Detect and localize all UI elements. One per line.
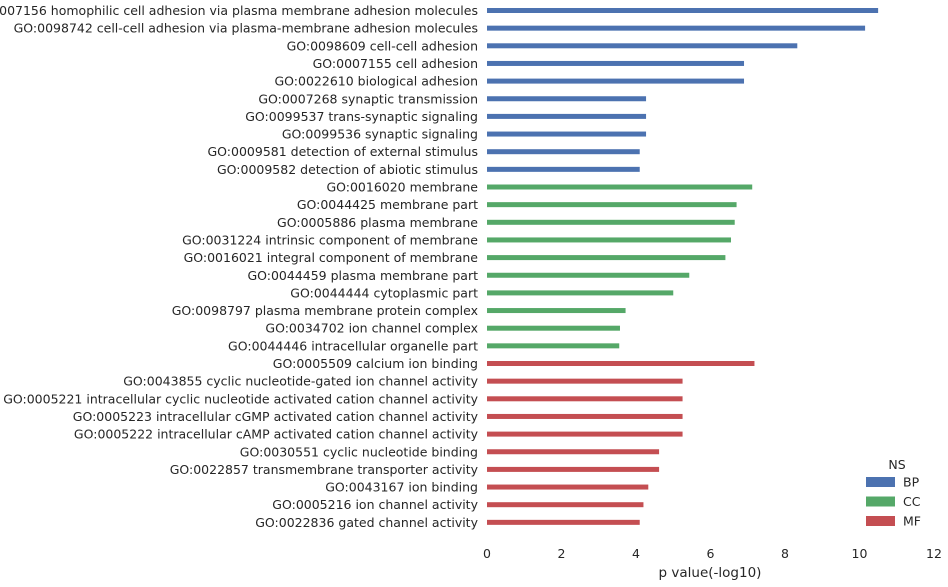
bar-bp	[487, 166, 640, 172]
legend: NS BP CC MF	[866, 457, 921, 529]
legend-swatch-bp	[866, 477, 895, 487]
legend-label-cc: CC	[903, 494, 921, 509]
legend-swatch-cc	[866, 496, 895, 507]
category-label: GO:0099537 trans-synaptic signaling	[245, 109, 478, 124]
category-label: GO:0005223 intracellular cGMP activated …	[73, 409, 479, 424]
x-tick-label: 0	[483, 546, 491, 561]
bar-bp	[487, 131, 647, 137]
legend-label-mf: MF	[903, 514, 921, 529]
category-label: GO:0005221 intracellular cyclic nucleoti…	[3, 391, 478, 406]
x-axis-ticks: 0 2 4 6 8 10 12	[483, 546, 942, 561]
category-label: GO:0016021 integral component of membran…	[184, 250, 479, 265]
legend-swatch-mf	[866, 516, 895, 526]
category-label: GO:0043855 cyclic nucleotide-gated ion c…	[123, 374, 478, 389]
category-label: GO:0005509 calcium ion binding	[273, 356, 478, 371]
bar-cc	[487, 255, 726, 261]
category-label: GO:0009581 detection of external stimulu…	[208, 144, 479, 159]
category-label: GO:0099536 synaptic signaling	[282, 127, 478, 142]
legend-label-bp: BP	[903, 475, 920, 490]
bar-mf	[487, 519, 640, 525]
bar-bp	[487, 149, 640, 155]
category-label: GO:0022836 gated channel activity	[255, 515, 478, 530]
category-label: GO:0034702 ion channel complex	[265, 321, 478, 336]
bar-cc	[487, 219, 735, 225]
category-label: GO:0043167 ion binding	[325, 480, 478, 495]
x-tick-label: 8	[781, 546, 789, 561]
x-axis-title: p value(-log10)	[659, 565, 762, 581]
category-label: GO:0030551 cyclic nucleotide binding	[240, 444, 478, 459]
category-label: GO:0044425 membrane part	[297, 197, 478, 212]
category-label: GO:0005886 plasma membrane	[277, 215, 478, 230]
bar-cc	[487, 202, 737, 208]
bar-mf	[487, 466, 660, 472]
bar-bp	[487, 78, 745, 84]
bar-mf	[487, 396, 683, 402]
bar-mf	[487, 502, 644, 508]
category-label: GO:0009582 detection of abiotic stimulus	[217, 162, 478, 177]
category-label: GO:0007268 synaptic transmission	[258, 91, 478, 106]
category-label: GO:0044459 plasma membrane part	[247, 268, 478, 283]
bar-cc	[487, 237, 731, 243]
bar-mf	[487, 431, 683, 437]
category-label: GO:0044446 intracellular organelle part	[228, 338, 478, 353]
bar-cc	[487, 308, 626, 314]
x-tick-label: 6	[707, 546, 715, 561]
bar-bp	[487, 43, 798, 49]
x-tick-label: 4	[632, 546, 640, 561]
category-label: GO:0044444 cytoplasmic part	[290, 285, 478, 300]
bar-mf	[487, 484, 649, 490]
bar-cc	[487, 343, 620, 349]
bar-mf	[487, 449, 660, 455]
bar-mf	[487, 361, 755, 366]
legend-title: NS	[888, 457, 905, 472]
bar-cc	[487, 272, 690, 278]
category-label: GO:0031224 intrinsic component of membra…	[182, 232, 478, 247]
x-tick-label: 2	[558, 546, 566, 561]
category-label: GO:0098609 cell-cell adhesion	[287, 38, 478, 53]
bar-bp	[487, 96, 647, 102]
bar-cc	[487, 184, 753, 190]
category-label: GO:0007156 homophilic cell adhesion via …	[0, 3, 478, 18]
bar-cc	[487, 290, 674, 296]
category-label: GO:0022610 biological adhesion	[275, 74, 479, 89]
x-tick-label: 10	[852, 546, 868, 561]
category-label: GO:0098797 plasma membrane protein compl…	[172, 303, 478, 318]
category-label: GO:0098742 cell-cell adhesion via plasma…	[14, 21, 478, 36]
bar-cc	[487, 325, 620, 331]
bar-bp	[487, 60, 745, 66]
bars-layer	[487, 8, 879, 525]
bar-bp	[487, 113, 647, 119]
category-label: GO:0007155 cell adhesion	[313, 56, 478, 71]
category-label: GO:0016020 membrane	[326, 180, 478, 195]
bar-mf	[487, 413, 683, 419]
bar-bp	[487, 8, 879, 13]
x-tick-label: 12	[926, 546, 942, 561]
bar-bp	[487, 25, 866, 31]
legend-entries: BP CC MF	[866, 475, 921, 529]
bar-mf	[487, 378, 683, 384]
category-label: GO:0005222 intracellular cAMP activated …	[74, 427, 479, 442]
category-label: GO:0005216 ion channel activity	[272, 497, 478, 512]
category-labels: GO:0007156 homophilic cell adhesion via …	[0, 3, 479, 530]
category-label: GO:0022857 transmembrane transporter act…	[170, 462, 479, 477]
